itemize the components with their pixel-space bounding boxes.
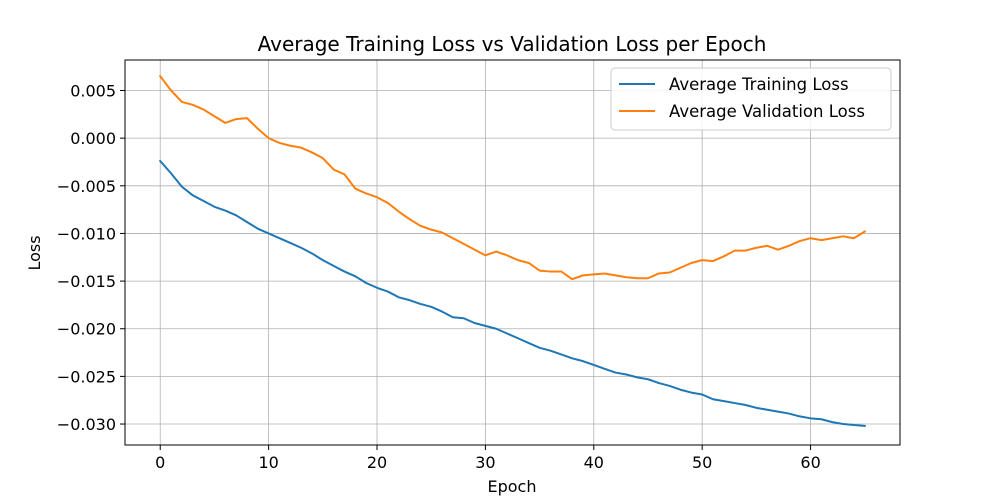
x-tick-label: 20 [367,453,387,472]
legend-box [610,67,892,131]
x-tick-label: 40 [584,453,604,472]
x-axis-title: Epoch [488,477,537,496]
series-lines [158,74,867,428]
y-tick-label: −0.015 [57,272,116,291]
legend-label-training: Average Training Loss [669,75,849,94]
y-axis-ticks: 0.005 0.000 −0.005 −0.010 −0.015 −0.020 −0.025… [57,81,125,434]
series-line-validation [158,74,867,281]
x-tick-label: 0 [155,453,165,472]
y-tick-label: −0.005 [57,177,116,196]
y-tick-label: 0.005 [70,81,116,100]
y-tick-label: −0.010 [57,224,116,243]
x-axis-ticks: 0 10 20 30 40 50 60 [155,445,821,472]
y-tick-label: 0.000 [70,129,116,148]
chart-title: Average Training Loss vs Validation Loss… [258,32,767,56]
y-tick-label: −0.030 [57,415,116,434]
plot-frame [124,59,901,446]
x-tick-label: 10 [258,453,278,472]
x-tick-label: 60 [800,453,820,472]
series-line-training [158,159,866,428]
x-tick-label: 50 [692,453,712,472]
y-tick-label: −0.025 [57,367,116,386]
legend-label-validation: Average Validation Loss [669,102,865,121]
legend: Average Training Loss Average Validation… [610,67,892,131]
x-tick-label: 30 [475,453,495,472]
y-axis-title: Loss [25,235,44,270]
y-tick-label: −0.020 [57,320,116,339]
